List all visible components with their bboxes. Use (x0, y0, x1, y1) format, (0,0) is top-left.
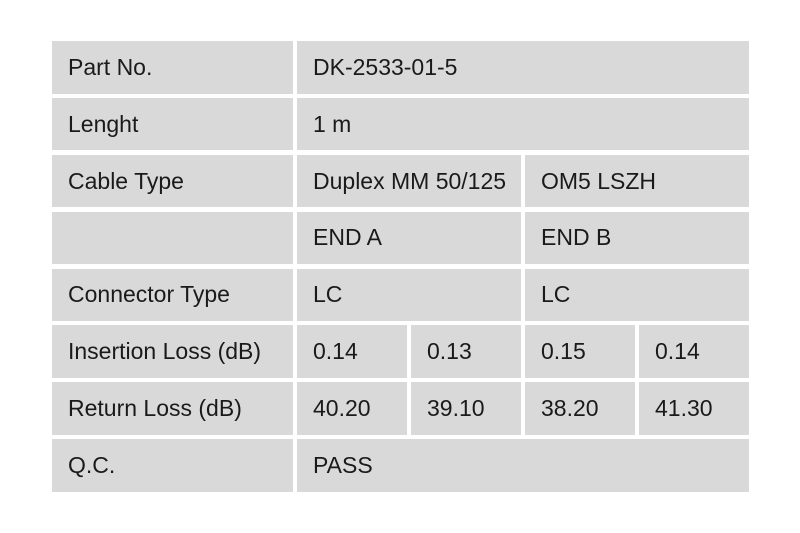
cable-type-label: Cable Type (52, 154, 293, 208)
end-b-header: END B (525, 211, 749, 265)
qc-value: PASS (297, 439, 749, 492)
end-header-spacer (52, 211, 293, 265)
part-no-value: DK-2533-01-5 (297, 41, 749, 94)
spec-table: Part No. DK-2533-01-5 Lenght 1 m Cable T… (52, 41, 749, 492)
insertion-loss-end-a-2: 0.13 (411, 325, 521, 379)
return-loss-end-b-2: 41.30 (639, 382, 749, 435)
connector-type-label: Connector Type (52, 268, 293, 322)
insertion-loss-label: Insertion Loss (dB) (52, 325, 293, 379)
length-label: Lenght (52, 97, 293, 151)
insertion-loss-end-b-1: 0.15 (525, 325, 635, 379)
insertion-loss-end-b-2: 0.14 (639, 325, 749, 379)
cable-type-value-2: OM5 LSZH (525, 154, 749, 208)
insertion-loss-end-a-1: 0.14 (297, 325, 407, 379)
connector-type-end-a: LC (297, 268, 521, 322)
qc-label: Q.C. (52, 439, 293, 492)
return-loss-end-a-1: 40.20 (297, 382, 407, 435)
return-loss-label: Return Loss (dB) (52, 382, 293, 435)
part-no-label: Part No. (52, 41, 293, 94)
return-loss-end-a-2: 39.10 (411, 382, 521, 435)
length-value: 1 m (297, 97, 749, 151)
cable-type-value-1: Duplex MM 50/125 (297, 154, 521, 208)
return-loss-end-b-1: 38.20 (525, 382, 635, 435)
connector-type-end-b: LC (525, 268, 749, 322)
end-a-header: END A (297, 211, 521, 265)
